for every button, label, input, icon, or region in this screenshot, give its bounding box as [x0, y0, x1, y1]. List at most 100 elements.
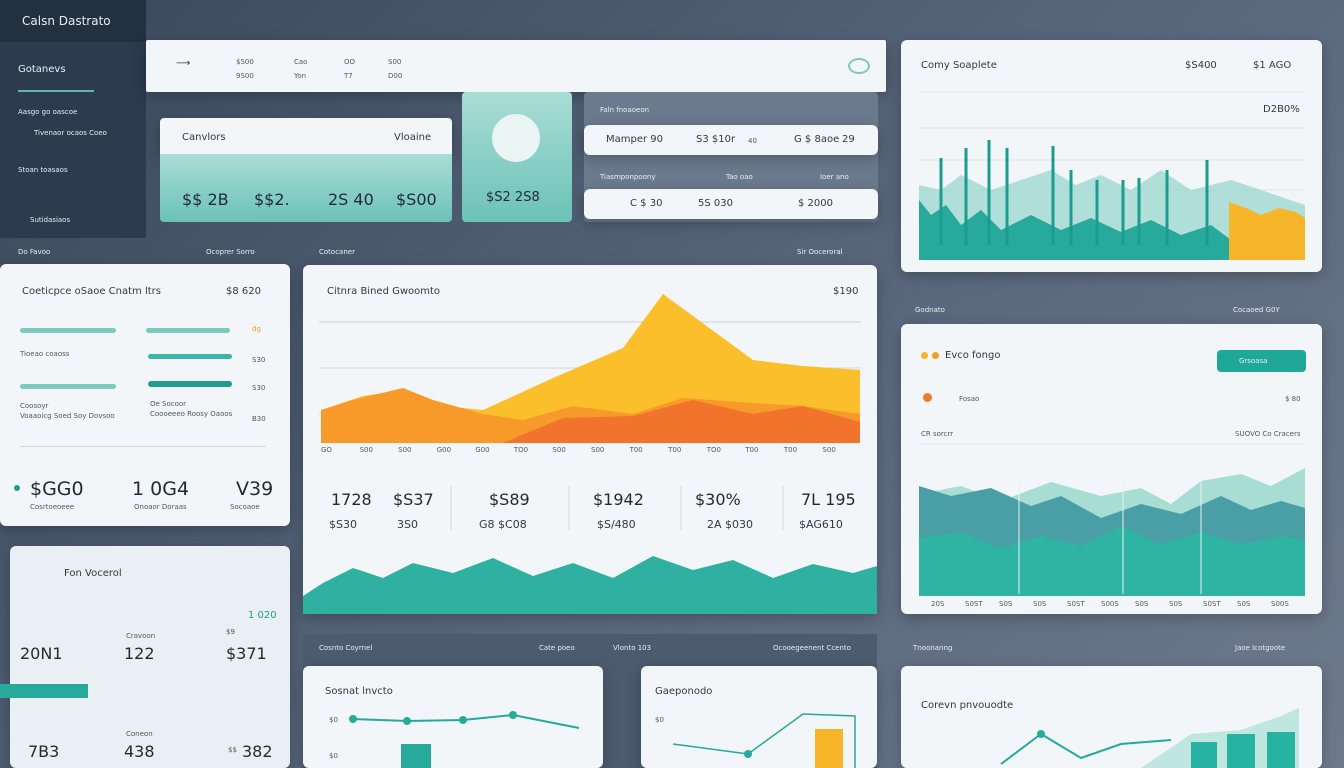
panel-header: Cocaoed G0Y	[1233, 306, 1280, 314]
bar	[815, 729, 843, 768]
panel-title: Comy Soaplete	[921, 60, 997, 71]
gauge-card: $S2 2S8	[462, 92, 572, 222]
x-tick-label: T00	[629, 446, 643, 454]
row	[584, 189, 878, 219]
header-val: Cao	[294, 58, 308, 66]
panel-header: Ocoprer Sorro	[206, 248, 255, 256]
stat-sub: $S/480	[597, 518, 636, 531]
stat-label: $$	[228, 746, 237, 754]
center-panel: Cotocaner Sir Ooceroral Citnra Bined Gwo…	[303, 238, 877, 614]
stat: $S37	[393, 490, 434, 509]
button-label[interactable]: Grsoasa	[1239, 357, 1268, 365]
x-tick-label: S0S	[999, 600, 1013, 608]
panel-header: Cosnto Coyrnel	[319, 644, 373, 652]
menu-item[interactable]: Tivenaor ocaos Coeo	[34, 129, 107, 137]
card-a-head	[160, 118, 452, 154]
note: CR sorcrr	[921, 430, 954, 438]
area-chart	[303, 294, 877, 614]
panel-header: Tnoonanng	[913, 644, 953, 652]
x-axis: 20S S0ST S0S S0S S0ST S00S S0S S0S S0ST S0S S00S	[931, 600, 1305, 610]
menu-item[interactable]: Aasgo go oascoe	[18, 108, 78, 116]
stat: 122	[124, 644, 155, 663]
panel-header: Cate poeo	[539, 644, 575, 652]
x-tick-label: T00	[783, 446, 798, 454]
kpi: $S00	[396, 190, 437, 209]
stat: $371	[226, 644, 267, 663]
kpi: $$2.	[254, 190, 290, 209]
stat-label: Cosrtoeoeee	[30, 503, 75, 511]
panel-header: Cotocaner	[319, 248, 355, 256]
bar-label: B30	[252, 415, 266, 423]
card-title: Canvlors	[182, 132, 226, 143]
dot	[14, 485, 20, 491]
panel-value: $1 AGO	[1253, 60, 1292, 71]
area	[1141, 708, 1299, 768]
panel-header: Jaoe Icotgoote	[1235, 644, 1286, 652]
bar	[148, 354, 232, 359]
card-b: Faln fnoaoeon Mamper 90 S3 $10r 40 G $ 8…	[584, 92, 878, 222]
panel-body	[10, 546, 290, 768]
stat: $1942	[593, 490, 644, 509]
mini-charts	[349, 711, 856, 768]
note: SUOVO Co Cracers	[1235, 430, 1301, 438]
x-tick-label: S0ST	[965, 600, 983, 608]
cell: 29	[842, 134, 855, 145]
sub: Tao oao	[726, 173, 753, 181]
x-tick-label: 20S	[931, 600, 945, 608]
stat-label: Coneon	[126, 730, 153, 738]
stat-label: Cravoon	[126, 632, 156, 640]
dot	[932, 352, 939, 359]
area	[503, 400, 860, 443]
stat-sub: 2A $030	[707, 518, 754, 531]
panel-header: Sir Ooceroral	[797, 248, 843, 256]
divider	[20, 446, 266, 447]
left-panel: Do Favoo Ocoprer Sorro Coeticpce oSaoe C…	[0, 238, 290, 526]
x-tick-label: S0ST	[1203, 600, 1221, 608]
kpi: $$ 2B	[182, 190, 229, 209]
row	[584, 125, 878, 155]
sub: Tiasmponpoony	[600, 173, 656, 181]
stat-label: Socoaoe	[230, 503, 260, 511]
x-tick-label: TO0	[513, 446, 529, 454]
bar	[401, 744, 431, 768]
stat: 7L 195	[801, 490, 856, 509]
panel-value: $S400	[1185, 60, 1217, 71]
panel-title: Fon Vocerol	[64, 568, 122, 579]
sub: Ioer ano	[820, 173, 849, 181]
card-a: Canvlors Vloaine $$ 2B $$2. 2S 40 $S00	[160, 118, 452, 222]
right-mid-panel: Godnato Cocaoed G0Y Evco fongo Grsoasa F…	[901, 296, 1322, 614]
stat: 1 0G4	[132, 478, 190, 500]
stat: $GG0	[30, 478, 84, 500]
header-val: $S00	[236, 58, 254, 66]
card-title: Faln fnoaoeon	[600, 106, 650, 114]
value: 1 020	[248, 610, 277, 621]
menu-item[interactable]: Sutidasiaos	[30, 216, 71, 224]
panel-title: Coeticpce oSaoe Cnatm ltrs	[22, 286, 161, 297]
button[interactable]	[1217, 350, 1306, 372]
card-title: Corevn pnvouodte	[921, 700, 1014, 711]
stat-label: $9	[226, 628, 235, 636]
x-tick-label: G00	[436, 446, 452, 454]
sidebar-title	[0, 0, 146, 42]
cell: S3 $10r	[696, 134, 736, 145]
dot	[921, 352, 928, 359]
card-label: Vloaine	[394, 132, 432, 143]
teal-strip	[303, 556, 877, 614]
x-tick-label: S00	[552, 446, 566, 454]
y-label: $0	[329, 716, 338, 724]
icon[interactable]	[848, 58, 870, 74]
x-tick-label: S0S	[1135, 600, 1149, 608]
note: Tioeao coaoss	[20, 350, 70, 358]
sidebar: Calsn Dastrato Gotanevs Aasgo go oascoe …	[0, 0, 146, 238]
bar	[20, 384, 116, 389]
bar	[146, 328, 230, 333]
stat: 20N1	[20, 644, 63, 663]
card-title: Sosnat lnvcto	[325, 686, 393, 697]
x-tick-label: S0S	[1033, 600, 1047, 608]
highlight	[1229, 202, 1305, 260]
gauge	[492, 114, 540, 162]
bottom-panel: Cosnto Coyrnel Cate poeo Vlonto 103 Ocoo…	[303, 634, 877, 768]
menu-item[interactable]: Stoan toasaos	[18, 166, 68, 174]
header-val: OO	[344, 58, 356, 66]
stat: 7B3	[28, 742, 60, 761]
